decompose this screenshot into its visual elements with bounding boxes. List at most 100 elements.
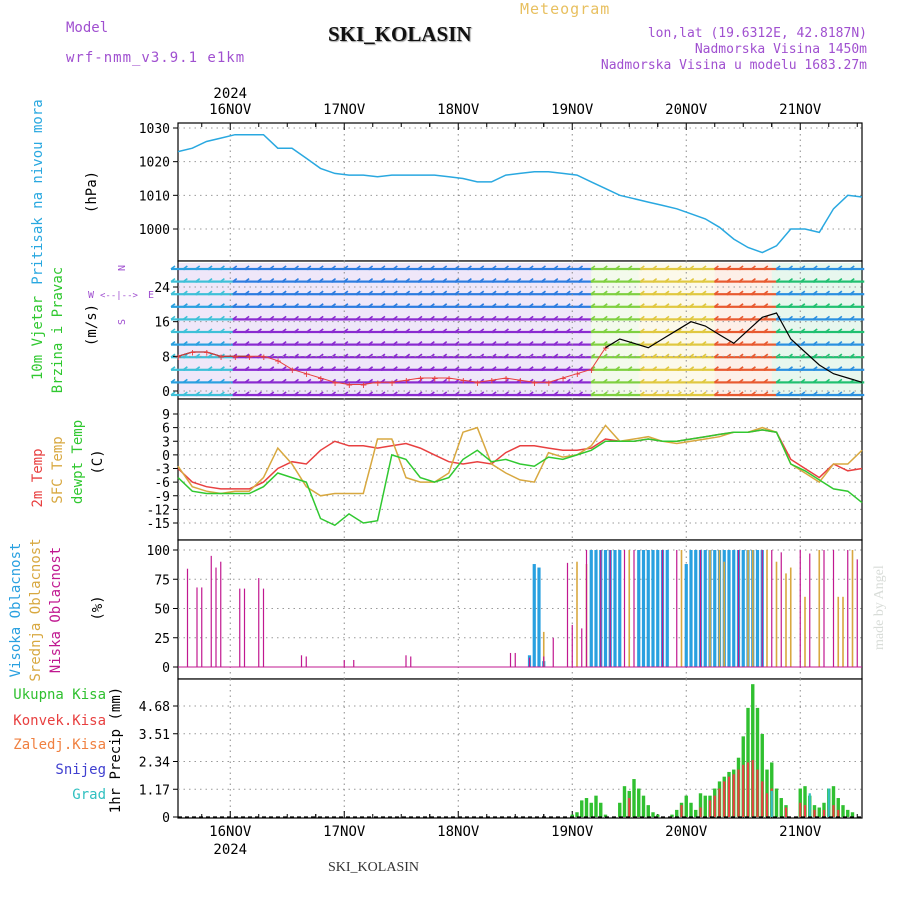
- precip-bar-1: [751, 760, 754, 817]
- precip-legend-4: Grad: [72, 787, 106, 803]
- wind-arrow: [812, 391, 818, 396]
- wind-arrow: [825, 265, 831, 270]
- wind-arrow: [825, 277, 831, 283]
- side-label-wind-1: 10m Vjetar: [30, 296, 46, 380]
- wind-arrow: [664, 353, 670, 358]
- wind-arrow: [454, 290, 460, 295]
- x-tick-label-top: 20NOV: [665, 102, 708, 118]
- wind-arrow: [170, 265, 176, 270]
- wind-arrow: [701, 277, 707, 283]
- wind-arrow: [713, 290, 719, 295]
- wind-arrow: [331, 391, 337, 396]
- precip-bar-0: [817, 807, 821, 817]
- wind-arrow: [763, 277, 769, 283]
- precip-bar-1: [727, 776, 731, 817]
- precip-bar-0: [580, 800, 584, 817]
- lonlat-label: lon,lat (19.6312E, 42.8187N): [647, 26, 867, 41]
- wind-arrow: [676, 340, 682, 346]
- cloud-bar-2: [699, 550, 702, 667]
- cloud-bar-0: [641, 550, 646, 667]
- wind-arrow: [195, 290, 201, 295]
- wind-arrow: [676, 315, 682, 321]
- wind-arrow: [479, 328, 485, 333]
- wind-arrow: [516, 353, 522, 358]
- wind-arrow: [306, 353, 312, 358]
- wind-arrow: [269, 290, 275, 295]
- cloud-bar-2: [847, 550, 849, 667]
- footer-station: SKI_KOLASIN: [328, 860, 419, 875]
- wind-arrow: [170, 340, 176, 346]
- wind-arrow: [207, 290, 213, 295]
- wind-arrow: [541, 277, 546, 283]
- wind-arrow: [355, 366, 361, 371]
- wind-arrow: [738, 366, 744, 371]
- cloud-bar-1: [628, 550, 631, 667]
- wind-arrow: [701, 303, 707, 308]
- wind-arrow: [355, 378, 361, 384]
- wind-arrow: [713, 391, 719, 396]
- wind-arrow: [837, 391, 843, 396]
- wind-arrow: [701, 328, 707, 333]
- wind-arrow: [676, 391, 682, 396]
- wind-arrow: [429, 328, 435, 333]
- wind-arrow: [590, 315, 596, 321]
- precip-bar-0: [584, 798, 589, 817]
- wind-arrow: [331, 328, 337, 333]
- precip-bar-0: [779, 798, 783, 817]
- wind-arrow: [800, 340, 806, 346]
- y-tick-label-precip: 4.68: [139, 700, 170, 715]
- wind-arrow: [170, 328, 176, 333]
- wind-arrow: [553, 340, 559, 346]
- wind-arrow: [541, 366, 546, 371]
- cloud-bar-2: [799, 550, 801, 667]
- wind-arrow: [849, 391, 855, 396]
- precip-bar-0: [694, 809, 698, 817]
- side-label-cloud-3: Niska Oblacnost: [48, 547, 64, 673]
- wind-arrow: [256, 328, 262, 333]
- model-label: Model: [66, 20, 109, 36]
- wind-arrow: [849, 340, 855, 346]
- x-tick-label-top: 17NOV: [323, 102, 366, 118]
- wind-arrow: [701, 290, 707, 295]
- cloud-bar-2: [571, 624, 573, 667]
- wind-arrow: [405, 340, 411, 346]
- wind-arrow: [788, 391, 793, 396]
- wind-arrow: [294, 391, 299, 396]
- wind-arrow: [503, 340, 509, 346]
- cloud-bar-2: [585, 550, 588, 667]
- wind-arrow: [368, 315, 374, 321]
- wind-arrow: [219, 290, 225, 295]
- wind-arrow: [281, 277, 287, 283]
- wind-arrow: [219, 315, 225, 321]
- precip-bar-0: [594, 795, 598, 817]
- wind-arrow: [380, 315, 386, 321]
- wind-arrow: [182, 340, 188, 346]
- wind-arrow: [565, 353, 571, 358]
- wind-arrow: [849, 265, 855, 270]
- wind-arrow: [355, 328, 361, 333]
- wind-arrow: [294, 290, 299, 295]
- wind-arrow: [788, 303, 793, 308]
- wind-arrow: [800, 277, 806, 283]
- y-tick-label-precip: 1.17: [139, 783, 170, 798]
- wind-arrow: [837, 328, 843, 333]
- wind-arrow: [788, 366, 793, 371]
- y-tick-label-temp: -6: [154, 476, 170, 491]
- wind-arrow: [639, 328, 645, 333]
- wind-arrow: [281, 265, 287, 270]
- wind-arrow: [405, 353, 411, 358]
- wind-arrow: [800, 290, 806, 295]
- wind-arrow: [195, 277, 201, 283]
- wind-arrow: [775, 366, 781, 371]
- panel-temp: [177, 398, 863, 541]
- precip-bar-0: [774, 788, 779, 817]
- wind-gust-mark: +: [574, 368, 581, 381]
- wind-gust-mark: +: [603, 342, 610, 355]
- wind-arrow: [244, 391, 250, 396]
- wind-arrow: [479, 366, 485, 371]
- wind-arrow: [837, 340, 843, 346]
- wind-arrow: [590, 277, 596, 283]
- side-label-pressure: Pritisak na nivou mora: [30, 99, 46, 284]
- pressure-line: [177, 133, 863, 254]
- wind-arrow: [343, 265, 349, 270]
